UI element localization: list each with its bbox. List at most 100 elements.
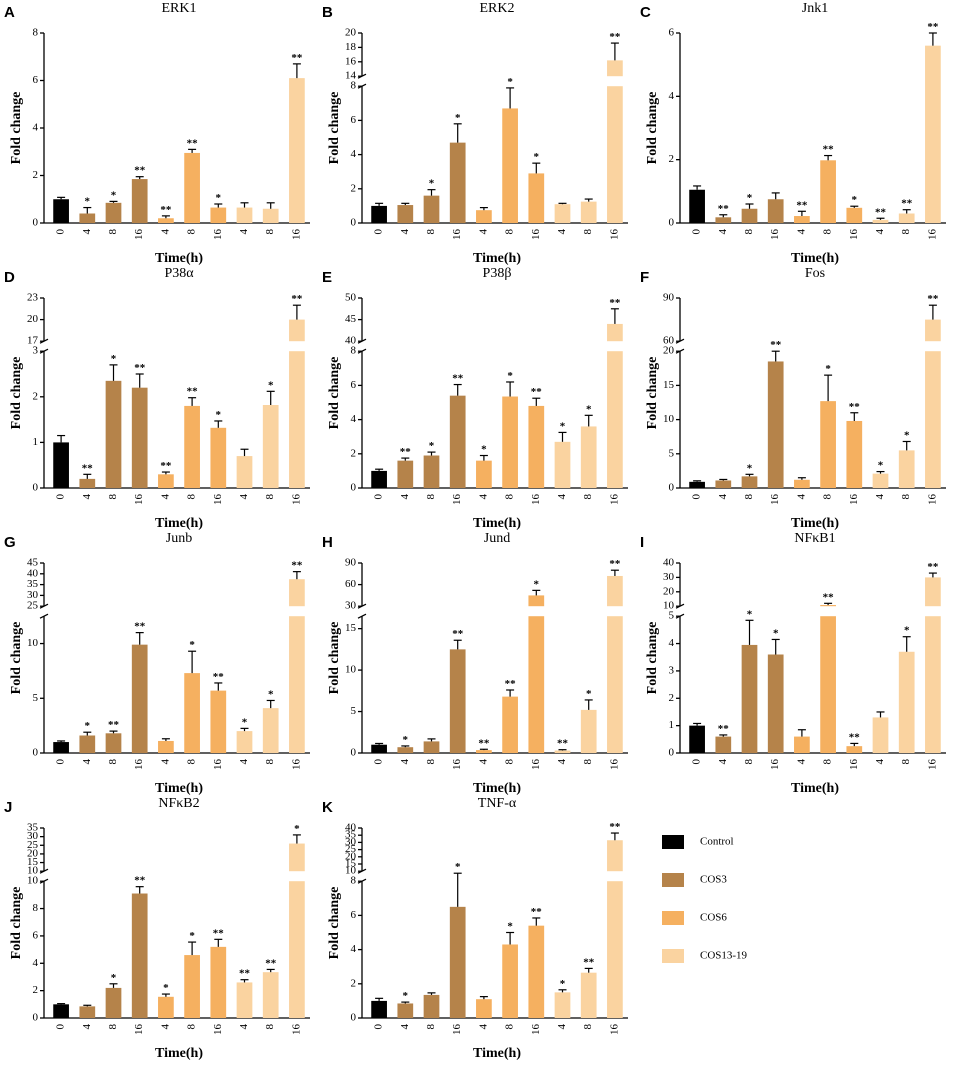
bar	[236, 982, 253, 1018]
y-tick-label: 25	[27, 600, 39, 612]
x-tick-label: 16	[926, 229, 938, 241]
x-tick-label: 0	[691, 759, 703, 765]
y-tick-label: 2	[33, 984, 39, 996]
y-tick-label: 15	[345, 622, 357, 634]
significance: *	[481, 444, 487, 456]
x-tick-label: 16	[133, 494, 145, 506]
bar	[580, 201, 597, 223]
y-tick-label: 2	[33, 390, 39, 402]
x-tick-label: 16	[451, 759, 463, 771]
x-tick-label: 16	[530, 494, 542, 506]
x-tick-label: 4	[874, 229, 886, 235]
y-tick-label: 10	[27, 875, 39, 887]
y-tick-label: 8	[33, 902, 39, 914]
bar	[79, 213, 96, 223]
bar	[423, 455, 440, 488]
x-tick-label: 16	[848, 229, 860, 241]
y-tick-label: 6	[351, 114, 357, 126]
bar	[846, 746, 863, 753]
bar	[607, 881, 623, 1018]
bar	[158, 474, 174, 488]
x-tick-label: 0	[55, 759, 67, 765]
x-tick-label: 16	[212, 1024, 224, 1036]
axis-break	[675, 613, 685, 619]
x-tick-label: 8	[822, 229, 834, 235]
significance: *	[189, 930, 195, 942]
significance: **	[400, 446, 412, 458]
x-tick-label: 4	[717, 759, 729, 765]
y-tick-label: 35	[27, 578, 39, 590]
x-tick-label: 8	[425, 494, 437, 500]
x-tick-label: 4	[238, 1024, 250, 1030]
bar	[371, 205, 387, 223]
bar	[925, 577, 941, 607]
x-axis-label: Time(h)	[155, 781, 203, 796]
y-tick-label: 5	[351, 705, 357, 717]
y-tick-label: 1	[669, 719, 675, 731]
bar	[184, 152, 200, 223]
significance: **	[583, 956, 595, 968]
x-tick-label: 4	[556, 494, 568, 500]
y-tick-label: 3	[33, 345, 39, 357]
bar	[210, 207, 227, 223]
bar	[476, 999, 492, 1018]
significance: **	[291, 293, 303, 305]
x-tick-label: 4	[399, 1024, 411, 1030]
bar	[741, 644, 758, 753]
bar	[898, 213, 915, 223]
bar	[79, 478, 96, 488]
y-tick-label: 3	[669, 664, 675, 676]
bar	[794, 736, 810, 753]
y-axis-label: Fold change	[645, 622, 660, 695]
y-tick-label: 10	[663, 413, 675, 425]
significance: **	[823, 591, 835, 603]
bar	[131, 387, 148, 488]
significance: **	[134, 362, 146, 374]
y-tick-label: 10	[345, 664, 357, 676]
y-tick-label: 30	[663, 571, 675, 583]
panel-title: Jnk1	[802, 1, 828, 16]
x-tick-label: 8	[900, 759, 912, 765]
bar	[820, 401, 836, 488]
bar	[476, 210, 492, 223]
x-tick-label: 16	[608, 1024, 620, 1036]
x-tick-label: 16	[451, 494, 463, 506]
x-tick-label: 16	[848, 759, 860, 771]
significance: *	[747, 608, 753, 620]
significance: **	[239, 968, 251, 980]
bar	[846, 420, 863, 488]
bar	[476, 750, 492, 753]
bar	[767, 199, 784, 223]
x-tick-label: 8	[186, 1024, 198, 1030]
significance: **	[187, 137, 199, 149]
x-tick-label: 4	[159, 494, 171, 500]
significance: *	[429, 178, 435, 190]
bar	[289, 319, 305, 342]
significance: *	[904, 625, 910, 637]
bar	[53, 199, 69, 223]
y-axis-label: Fold change	[9, 92, 24, 165]
x-tick-label: 0	[373, 1024, 385, 1030]
bar	[607, 60, 623, 77]
x-axis-label: Time(h)	[791, 516, 839, 531]
x-tick-label: 4	[399, 494, 411, 500]
x-tick-label: 4	[81, 759, 93, 765]
x-tick-label: 16	[290, 759, 302, 771]
bar	[898, 651, 915, 753]
significance: **	[160, 460, 172, 472]
y-tick-label: 0	[669, 482, 675, 494]
significance: **	[134, 621, 146, 633]
x-tick-label: 0	[55, 1024, 67, 1030]
significance: *	[852, 194, 858, 206]
axis-break	[39, 348, 49, 354]
x-tick-label: 16	[212, 229, 224, 241]
significance: *	[403, 990, 409, 1002]
significance: *	[111, 189, 117, 201]
x-axis-label: Time(h)	[473, 516, 521, 531]
x-tick-label: 4	[556, 759, 568, 765]
bar	[105, 733, 122, 753]
x-tick-label: 16	[769, 229, 781, 241]
panel: I NFκB1 Fold change Time(h) 0 1 2 3 4 510 20 30 40 0 *…	[640, 531, 946, 796]
bar	[794, 479, 810, 488]
